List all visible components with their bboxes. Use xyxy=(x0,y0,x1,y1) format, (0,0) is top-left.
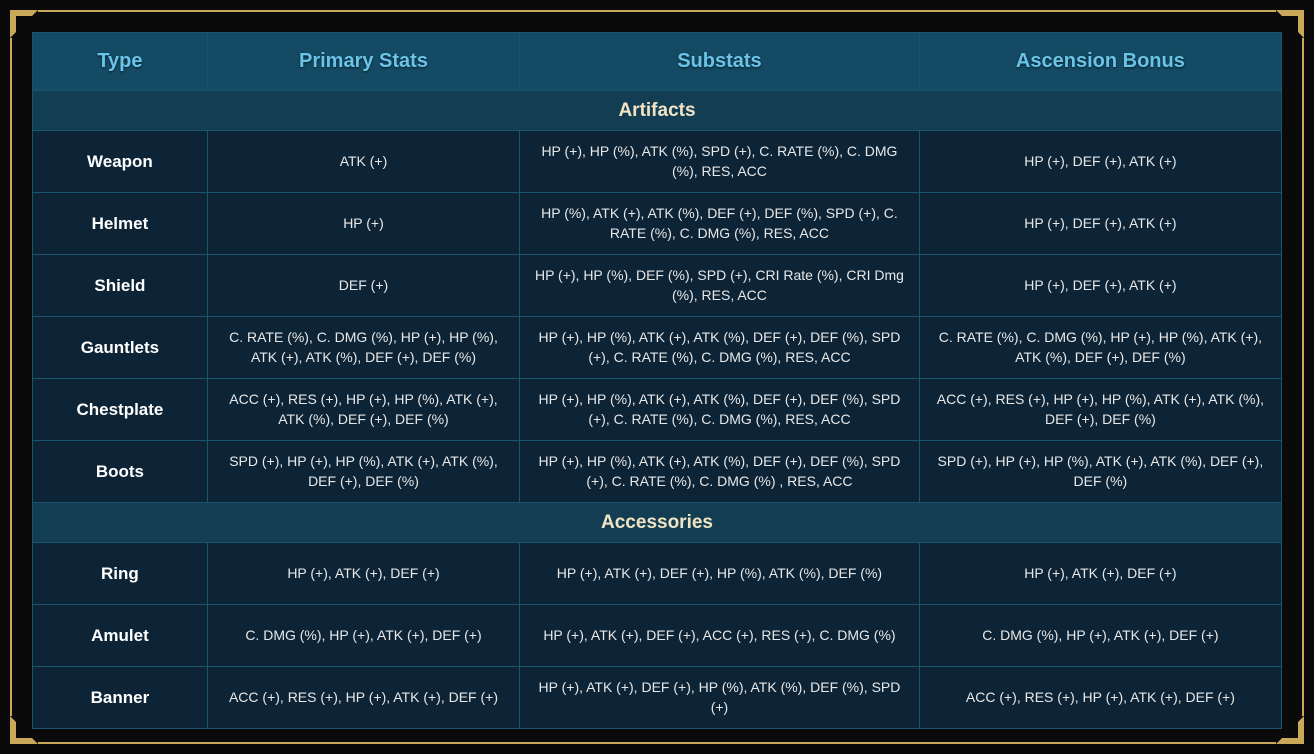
header-primary: Primary Stats xyxy=(207,33,519,91)
ascension-cell: SPD (+), HP (+), HP (%), ATK (+), ATK (%… xyxy=(919,441,1281,503)
table-container: Type Primary Stats Substats Ascension Bo… xyxy=(20,20,1294,734)
header-substats: Substats xyxy=(520,33,920,91)
type-cell: Amulet xyxy=(33,605,208,667)
section-title: Artifacts xyxy=(33,91,1282,131)
primary-cell: DEF (+) xyxy=(207,255,519,317)
type-cell: Shield xyxy=(33,255,208,317)
table-row: WeaponATK (+)HP (+), HP (%), ATK (%), SP… xyxy=(33,131,1282,193)
table-row: RingHP (+), ATK (+), DEF (+)HP (+), ATK … xyxy=(33,543,1282,605)
table-row: ShieldDEF (+)HP (+), HP (%), DEF (%), SP… xyxy=(33,255,1282,317)
table-row: GauntletsC. RATE (%), C. DMG (%), HP (+)… xyxy=(33,317,1282,379)
type-cell: Boots xyxy=(33,441,208,503)
primary-cell: HP (+), ATK (+), DEF (+) xyxy=(207,543,519,605)
substats-cell: HP (+), ATK (+), DEF (+), ACC (+), RES (… xyxy=(520,605,920,667)
primary-cell: C. DMG (%), HP (+), ATK (+), DEF (+) xyxy=(207,605,519,667)
substats-cell: HP (+), HP (%), ATK (%), SPD (+), C. RAT… xyxy=(520,131,920,193)
primary-cell: ACC (+), RES (+), HP (+), HP (%), ATK (+… xyxy=(207,379,519,441)
section-header-row: Accessories xyxy=(33,503,1282,543)
substats-cell: HP (%), ATK (+), ATK (%), DEF (+), DEF (… xyxy=(520,193,920,255)
table-row: ChestplateACC (+), RES (+), HP (+), HP (… xyxy=(33,379,1282,441)
ascension-cell: HP (+), DEF (+), ATK (+) xyxy=(919,131,1281,193)
header-ascension: Ascension Bonus xyxy=(919,33,1281,91)
ascension-cell: C. RATE (%), C. DMG (%), HP (+), HP (%),… xyxy=(919,317,1281,379)
primary-cell: HP (+) xyxy=(207,193,519,255)
primary-cell: ATK (+) xyxy=(207,131,519,193)
type-cell: Weapon xyxy=(33,131,208,193)
type-cell: Banner xyxy=(33,667,208,729)
substats-cell: HP (+), HP (%), ATK (+), ATK (%), DEF (+… xyxy=(520,441,920,503)
substats-cell: HP (+), HP (%), ATK (+), ATK (%), DEF (+… xyxy=(520,379,920,441)
table-row: HelmetHP (+)HP (%), ATK (+), ATK (%), DE… xyxy=(33,193,1282,255)
substats-cell: HP (+), HP (%), ATK (+), ATK (%), DEF (+… xyxy=(520,317,920,379)
stats-table: Type Primary Stats Substats Ascension Bo… xyxy=(32,32,1282,729)
table-header-row: Type Primary Stats Substats Ascension Bo… xyxy=(33,33,1282,91)
frame-edge xyxy=(38,742,1276,744)
section-header-row: Artifacts xyxy=(33,91,1282,131)
type-cell: Chestplate xyxy=(33,379,208,441)
ascension-cell: ACC (+), RES (+), HP (+), ATK (+), DEF (… xyxy=(919,667,1281,729)
table-row: BannerACC (+), RES (+), HP (+), ATK (+),… xyxy=(33,667,1282,729)
table-row: BootsSPD (+), HP (+), HP (%), ATK (+), A… xyxy=(33,441,1282,503)
table-row: AmuletC. DMG (%), HP (+), ATK (+), DEF (… xyxy=(33,605,1282,667)
header-type: Type xyxy=(33,33,208,91)
substats-cell: HP (+), HP (%), DEF (%), SPD (+), CRI Ra… xyxy=(520,255,920,317)
type-cell: Helmet xyxy=(33,193,208,255)
substats-cell: HP (+), ATK (+), DEF (+), HP (%), ATK (%… xyxy=(520,667,920,729)
frame-edge xyxy=(38,10,1276,12)
primary-cell: C. RATE (%), C. DMG (%), HP (+), HP (%),… xyxy=(207,317,519,379)
ascension-cell: ACC (+), RES (+), HP (+), HP (%), ATK (+… xyxy=(919,379,1281,441)
frame-edge xyxy=(10,38,12,716)
type-cell: Gauntlets xyxy=(33,317,208,379)
primary-cell: ACC (+), RES (+), HP (+), ATK (+), DEF (… xyxy=(207,667,519,729)
ascension-cell: HP (+), ATK (+), DEF (+) xyxy=(919,543,1281,605)
primary-cell: SPD (+), HP (+), HP (%), ATK (+), ATK (%… xyxy=(207,441,519,503)
frame-edge xyxy=(1302,38,1304,716)
type-cell: Ring xyxy=(33,543,208,605)
stats-table-frame: Type Primary Stats Substats Ascension Bo… xyxy=(10,10,1304,744)
ascension-cell: HP (+), DEF (+), ATK (+) xyxy=(919,255,1281,317)
ascension-cell: HP (+), DEF (+), ATK (+) xyxy=(919,193,1281,255)
section-title: Accessories xyxy=(33,503,1282,543)
substats-cell: HP (+), ATK (+), DEF (+), HP (%), ATK (%… xyxy=(520,543,920,605)
ascension-cell: C. DMG (%), HP (+), ATK (+), DEF (+) xyxy=(919,605,1281,667)
